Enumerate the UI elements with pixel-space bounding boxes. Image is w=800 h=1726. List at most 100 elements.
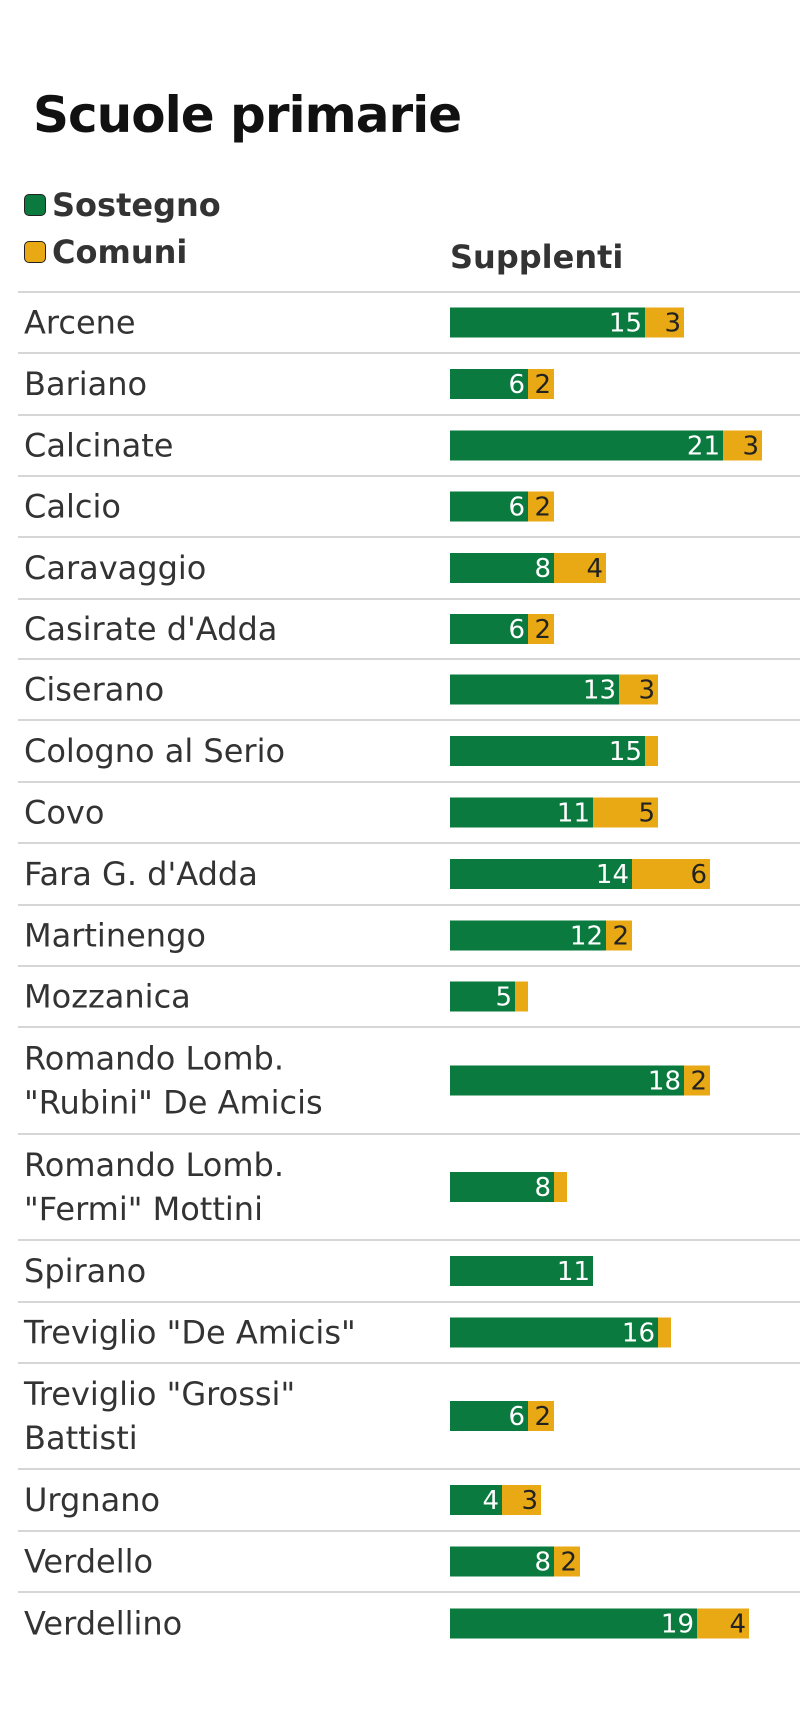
data-label-comuni: 2 xyxy=(534,370,551,400)
data-label-sostegno: 5 xyxy=(495,983,512,1013)
data-label-sostegno: 13 xyxy=(583,676,616,706)
bar-sostegno xyxy=(450,614,528,644)
data-label-sostegno: 6 xyxy=(508,615,525,645)
bar-comuni xyxy=(697,1608,749,1639)
category-label: Verdello xyxy=(24,1543,153,1581)
bar-sostegno xyxy=(450,1172,554,1202)
data-label-comuni: 3 xyxy=(521,1486,538,1516)
category-label: Casirate d'Adda xyxy=(24,610,277,648)
bar-comuni xyxy=(554,1546,580,1577)
category-label: Romando Lomb. xyxy=(24,1040,284,1078)
data-label-comuni: 3 xyxy=(638,676,655,706)
category-label: "Rubini" De Amicis xyxy=(24,1084,323,1122)
legend-label-comuni: Comuni xyxy=(52,233,188,271)
bar-sostegno xyxy=(450,491,528,522)
category-label: Treviglio "De Amicis" xyxy=(23,1314,356,1352)
data-label-comuni: 2 xyxy=(534,493,551,523)
data-label-sostegno: 18 xyxy=(648,1067,681,1097)
category-label: Battisti xyxy=(24,1419,138,1457)
data-label-sostegno: 15 xyxy=(609,309,642,339)
bar-comuni xyxy=(528,369,554,399)
category-label: Fara G. d'Adda xyxy=(24,855,258,893)
category-label: Romando Lomb. xyxy=(24,1146,284,1184)
bar-sostegno xyxy=(450,797,593,828)
category-label: Treviglio "Grossi" xyxy=(23,1375,295,1413)
data-label-comuni: 5 xyxy=(638,799,655,829)
bar-comuni xyxy=(593,797,658,828)
legend-item-comuni: Comuni xyxy=(24,232,187,272)
category-label: Martinengo xyxy=(24,917,206,955)
bar-sostegno xyxy=(450,674,619,705)
bar-sostegno xyxy=(450,1401,528,1431)
data-label-sostegno: 15 xyxy=(609,737,642,767)
bar-sostegno xyxy=(450,1485,502,1515)
bar-comuni xyxy=(554,1172,567,1202)
bar-sostegno xyxy=(450,1317,658,1348)
data-label-comuni: 3 xyxy=(664,309,681,339)
bar-sostegno xyxy=(450,1065,684,1096)
category-label: Mozzanica xyxy=(24,978,191,1016)
data-label-sostegno: 11 xyxy=(557,1257,590,1287)
bar-comuni xyxy=(528,614,554,644)
data-label-sostegno: 8 xyxy=(534,1548,551,1578)
data-label-comuni: 6 xyxy=(690,860,707,890)
data-label-comuni: 4 xyxy=(729,1610,746,1640)
bar-comuni xyxy=(684,1065,710,1096)
category-label: Covo xyxy=(24,794,104,832)
legend-label-sostegno: Sostegno xyxy=(52,186,221,224)
data-label-sostegno: 16 xyxy=(622,1319,655,1349)
column-header: Supplenti xyxy=(450,238,624,276)
category-label: Caravaggio xyxy=(24,549,206,587)
data-label-comuni: 2 xyxy=(690,1067,707,1097)
bar-sostegno xyxy=(450,920,606,951)
data-label-sostegno: 4 xyxy=(482,1486,499,1516)
category-label: Cologno al Serio xyxy=(24,732,285,770)
category-label: Bariano xyxy=(24,365,147,403)
bar-comuni xyxy=(502,1485,541,1515)
bar-comuni xyxy=(528,1401,554,1431)
bar-comuni xyxy=(658,1317,671,1348)
category-label: Arcene xyxy=(24,304,136,342)
data-label-sostegno: 8 xyxy=(534,1173,551,1203)
category-label: Verdellino xyxy=(24,1605,182,1643)
category-label: "Fermi" Mottini xyxy=(24,1190,263,1228)
legend-swatch-sostegno xyxy=(24,194,46,216)
bar-comuni xyxy=(606,920,632,951)
data-label-sostegno: 6 xyxy=(508,370,525,400)
bar-comuni xyxy=(645,736,658,766)
data-label-sostegno: 21 xyxy=(687,432,720,462)
bar-sostegno xyxy=(450,981,515,1012)
bar-comuni xyxy=(554,553,606,583)
data-label-sostegno: 19 xyxy=(661,1610,694,1640)
data-label-comuni: 2 xyxy=(534,1402,551,1432)
bar-sostegno xyxy=(450,307,645,338)
data-label-sostegno: 14 xyxy=(596,860,629,890)
bar-comuni xyxy=(632,859,710,889)
data-label-sostegno: 11 xyxy=(557,799,590,829)
data-label-sostegno: 12 xyxy=(570,922,603,952)
data-label-comuni: 2 xyxy=(534,615,551,645)
category-label: Spirano xyxy=(24,1252,146,1290)
bar-sostegno xyxy=(450,430,723,461)
bar-sostegno xyxy=(450,1608,697,1639)
category-label: Calcinate xyxy=(24,427,173,465)
data-label-comuni: 2 xyxy=(612,922,629,952)
data-label-comuni: 2 xyxy=(560,1548,577,1578)
legend-item-sostegno: Sostegno xyxy=(24,185,221,225)
bar-sostegno xyxy=(450,859,632,889)
data-label-sostegno: 6 xyxy=(508,1402,525,1432)
category-label: Ciserano xyxy=(24,671,164,709)
bar-comuni xyxy=(528,491,554,522)
category-label: Calcio xyxy=(24,488,121,526)
bar-sostegno xyxy=(450,1256,593,1286)
data-label-comuni: 3 xyxy=(742,432,759,462)
data-label-comuni: 4 xyxy=(586,554,603,584)
chart-title: Scuole primarie xyxy=(33,86,462,144)
bar-comuni xyxy=(515,981,528,1012)
data-label-sostegno: 6 xyxy=(508,493,525,523)
category-label: Urgnano xyxy=(24,1481,160,1519)
bar-comuni xyxy=(645,307,684,338)
legend-swatch-comuni xyxy=(24,241,46,263)
bar-sostegno xyxy=(450,736,645,766)
